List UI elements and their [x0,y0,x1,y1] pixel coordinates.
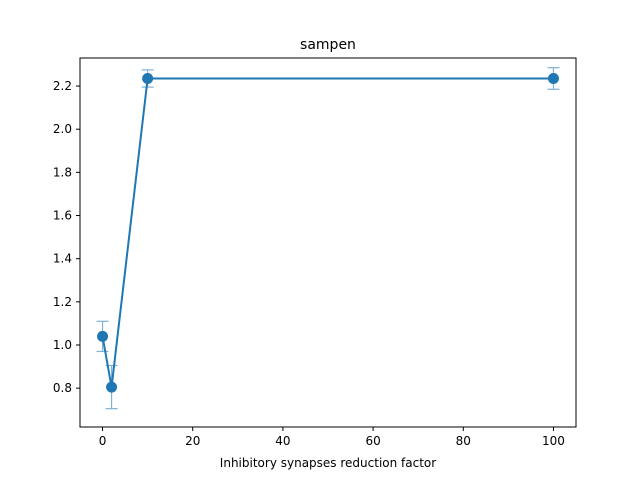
x-tick-label: 0 [99,434,107,448]
y-tick-label: 0.8 [53,381,72,395]
x-tick-label: 100 [542,434,565,448]
data-point [142,73,154,84]
chart-title: sampen [300,37,356,53]
plot-area [96,67,560,410]
y-tick-label: 1.6 [53,209,72,223]
y-tick-label: 1.2 [53,295,72,309]
axes: 0 20 40 60 80 100 0.8 1.0 1.2 1.4 1.6 1.8 2.0 2.2 [53,57,577,448]
x-axis-label: Inhibitory synapses reduction factor [220,456,436,470]
data-point [106,381,118,393]
y-tick-label: 2.2 [53,79,72,93]
x-tick-label: 40 [275,434,290,448]
y-tick-label: 1.0 [53,338,72,352]
x-tick-label: 60 [365,434,380,448]
data-point [547,73,559,84]
series-line [101,77,554,388]
x-tick-label: 20 [185,434,200,448]
x-tick-label: 80 [456,434,471,448]
y-tick-label: 1.4 [53,252,72,266]
axes-frame [79,57,577,428]
data-point [97,330,109,342]
y-tick-label: 2.0 [53,122,72,136]
y-tick-label: 1.8 [53,165,72,179]
